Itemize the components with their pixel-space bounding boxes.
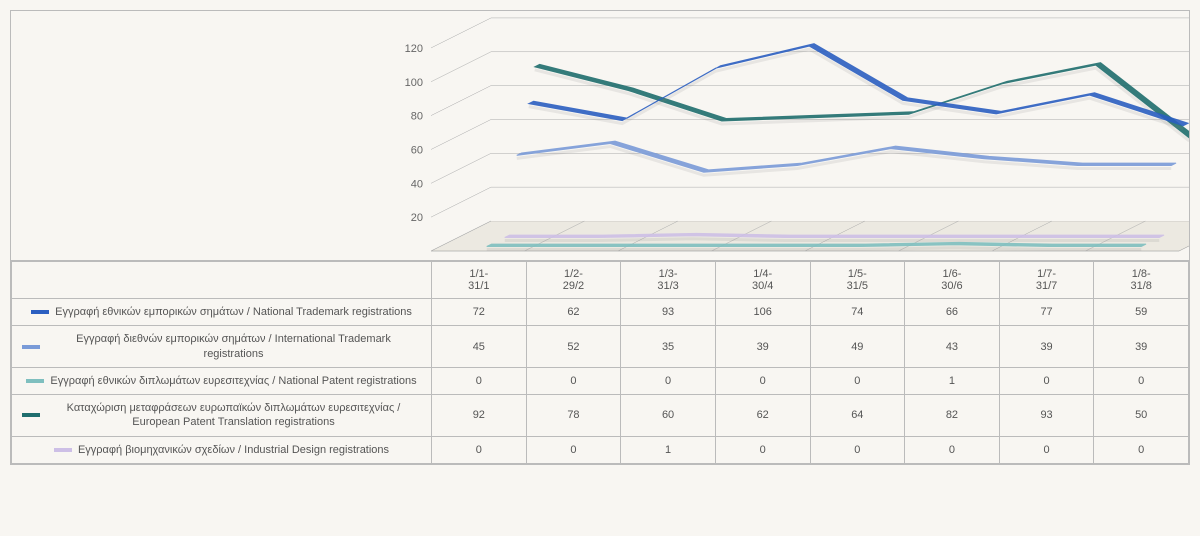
data-cell: 39 [715,326,810,368]
period-header: 1/6-30/6 [905,262,1000,299]
data-cell: 52 [526,326,621,368]
legend-swatch [26,379,44,383]
period-label: 1/3-31/3 [657,268,678,292]
data-cell: 0 [999,436,1094,463]
table-row: Καταχώριση μεταφράσεων ευρωπαϊκών διπλωμ… [12,395,1189,437]
svg-text:60: 60 [411,144,423,156]
data-cell: 0 [526,436,621,463]
period-label: 1/8-31/8 [1130,268,1151,292]
data-cell: 0 [432,436,527,463]
line-chart-svg: 20 40 60 80 100 120 [11,11,1189,261]
period-header: 1/1-31/1 [432,262,527,299]
legend-swatch [31,310,49,314]
svg-text:40: 40 [411,178,423,190]
series-label-cell: Εγγραφή διεθνών εμπορικών σημάτων / Inte… [12,326,432,368]
data-cell: 0 [905,436,1000,463]
data-cell: 43 [905,326,1000,368]
series-label: Εγγραφή διεθνών εμπορικών σημάτων / Inte… [46,332,421,361]
data-cell: 0 [621,367,716,394]
chart-area: 20 40 60 80 100 120 [11,11,1189,261]
data-cell: 39 [999,326,1094,368]
data-cell: 0 [1094,436,1189,463]
legend-swatch [22,413,40,417]
data-cell: 93 [999,395,1094,437]
data-cell: 35 [621,326,716,368]
period-label: 1/6-30/6 [941,268,962,292]
data-cell: 0 [810,436,905,463]
data-cell: 74 [810,299,905,326]
svg-text:100: 100 [405,77,423,89]
data-table: 1/1-31/1 1/2-29/2 1/3-31/3 1/4-30/4 1/5-31/5… [11,261,1189,464]
data-cell: 0 [1094,367,1189,394]
svg-text:80: 80 [411,111,423,123]
period-header: 1/7-31/7 [999,262,1094,299]
data-cell: 45 [432,326,527,368]
data-cell: 1 [621,436,716,463]
period-header: 1/4-30/4 [715,262,810,299]
data-cell: 49 [810,326,905,368]
data-cell: 0 [810,367,905,394]
data-cell: 0 [715,367,810,394]
blank-corner [12,262,432,299]
legend-swatch [54,448,72,452]
table-row: Εγγραφή διεθνών εμπορικών σημάτων / Inte… [12,326,1189,368]
data-cell: 77 [999,299,1094,326]
period-header-row: 1/1-31/1 1/2-29/2 1/3-31/3 1/4-30/4 1/5-31/5… [12,262,1189,299]
series-label-cell: Εγγραφή εθνικών εμπορικών σημάτων / Nati… [12,299,432,326]
data-cell: 78 [526,395,621,437]
data-cell: 59 [1094,299,1189,326]
data-cell: 0 [526,367,621,394]
data-cell: 62 [526,299,621,326]
series-label: Εγγραφή βιομηχανικών σχεδίων / Industria… [78,443,389,457]
legend-swatch [22,345,40,349]
data-cell: 0 [432,367,527,394]
svg-text:20: 20 [411,212,423,224]
period-label: 1/1-31/1 [468,268,489,292]
data-cell: 0 [999,367,1094,394]
svg-text:120: 120 [405,43,423,55]
period-label: 1/4-30/4 [752,268,773,292]
series-label-cell: Εγγραφή εθνικών διπλωμάτων ευρεσιτεχνίας… [12,367,432,394]
data-cell: 60 [621,395,716,437]
data-cell: 0 [715,436,810,463]
period-label: 1/2-29/2 [563,268,584,292]
series-label: Εγγραφή εθνικών διπλωμάτων ευρεσιτεχνίας… [50,374,416,388]
series-label: Καταχώριση μεταφράσεων ευρωπαϊκών διπλωμ… [46,401,421,430]
data-cell: 1 [905,367,1000,394]
data-cell: 106 [715,299,810,326]
data-cell: 72 [432,299,527,326]
table-row: Εγγραφή εθνικών εμπορικών σημάτων / Nati… [12,299,1189,326]
table-row: Εγγραφή βιομηχανικών σχεδίων / Industria… [12,436,1189,463]
period-header: 1/2-29/2 [526,262,621,299]
chart-table-container: 20406080100120 1/1-31/11/2-29/21/3-31/31… [10,10,1190,465]
period-label: 1/7-31/7 [1036,268,1057,292]
data-cell: 92 [432,395,527,437]
data-cell: 50 [1094,395,1189,437]
data-cell: 82 [905,395,1000,437]
period-header: 1/3-31/3 [621,262,716,299]
table-row: Εγγραφή εθνικών διπλωμάτων ευρεσιτεχνίας… [12,367,1189,394]
data-cell: 93 [621,299,716,326]
data-cell: 62 [715,395,810,437]
data-cell: 64 [810,395,905,437]
series-label-cell: Εγγραφή βιομηχανικών σχεδίων / Industria… [12,436,432,463]
period-header: 1/5-31/5 [810,262,905,299]
data-cell: 39 [1094,326,1189,368]
period-label: 1/5-31/5 [847,268,868,292]
period-header: 1/8-31/8 [1094,262,1189,299]
series-label: Εγγραφή εθνικών εμπορικών σημάτων / Nati… [55,305,412,319]
series-label-cell: Καταχώριση μεταφράσεων ευρωπαϊκών διπλωμ… [12,395,432,437]
data-cell: 66 [905,299,1000,326]
